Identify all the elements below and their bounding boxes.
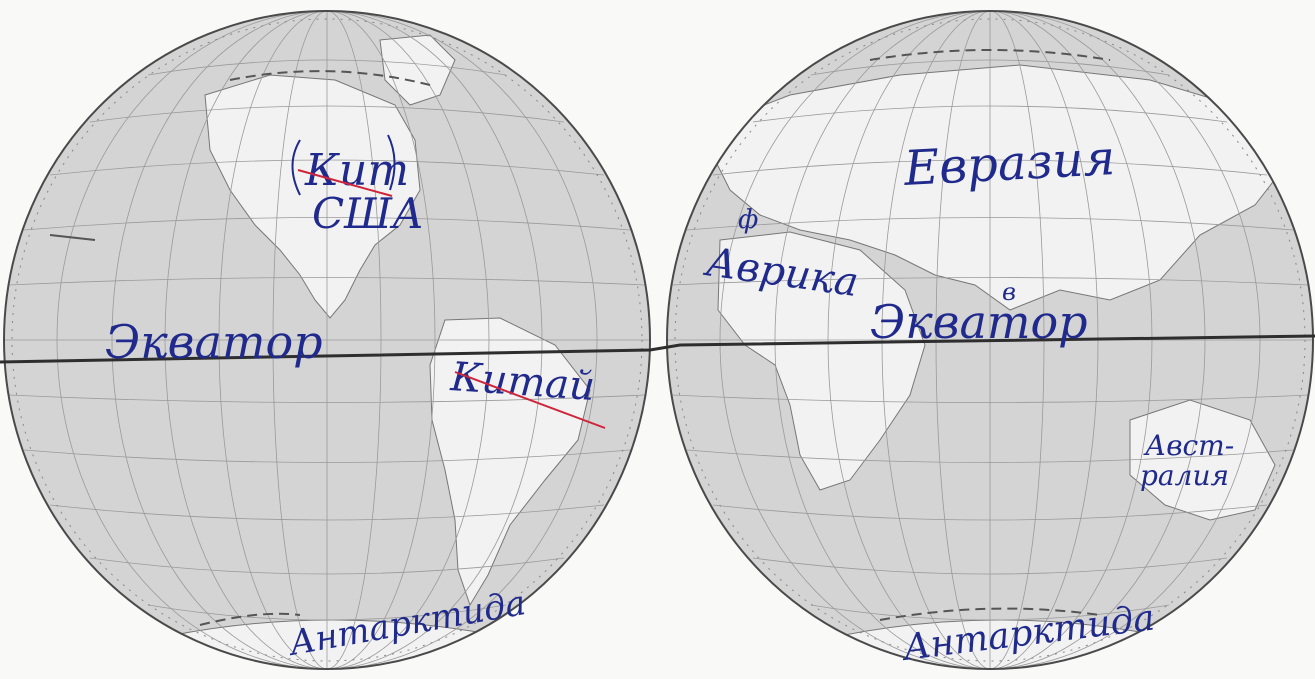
antarctic-circle-east [879, 607, 1101, 621]
strike-through-red [297, 169, 393, 197]
equator-correction-letter: в [1002, 278, 1016, 306]
bracket-left [291, 139, 301, 196]
western-degree-ticks [11, 18, 643, 662]
western-hemisphere-outline [3, 10, 651, 670]
australia-landmass [1129, 399, 1276, 521]
equator-label-east: Экватор [870, 295, 1088, 349]
equator-line [0, 334, 1315, 364]
south-america-landmass [429, 317, 591, 607]
strike-through-red-2 [454, 371, 606, 429]
bracket-right [387, 134, 396, 191]
western-hemisphere [3, 10, 651, 670]
antarctic-circle-west [199, 612, 301, 626]
australia-label-line1: Авст- [1143, 429, 1234, 462]
western-meridians [56, 11, 598, 669]
eastern-labels: Евразия ф Аврика в Экватор Авст- ралия А… [701, 130, 1235, 669]
tropic-mark-west [49, 234, 96, 241]
north-america-landmass [204, 74, 421, 319]
crossed-word-label: Кит [304, 145, 409, 196]
arctic-circle-west [229, 70, 431, 86]
africa-correction-letter: ф [738, 205, 758, 235]
greenland-landmass [379, 34, 456, 106]
eurasia-landmass [699, 64, 1291, 311]
africa-landmass [717, 231, 926, 491]
eastern-degree-ticks [674, 18, 1306, 662]
equator-label-west: Экватор [105, 315, 323, 369]
australia-label-line2: ралия [1140, 459, 1229, 492]
usa-label: США [312, 189, 424, 238]
arctic-circle-east [869, 49, 1111, 61]
eurasia-label: Евразия [902, 130, 1117, 197]
crossed-country-label: Китай [448, 354, 596, 410]
eastern-hemisphere-outline [666, 10, 1314, 670]
